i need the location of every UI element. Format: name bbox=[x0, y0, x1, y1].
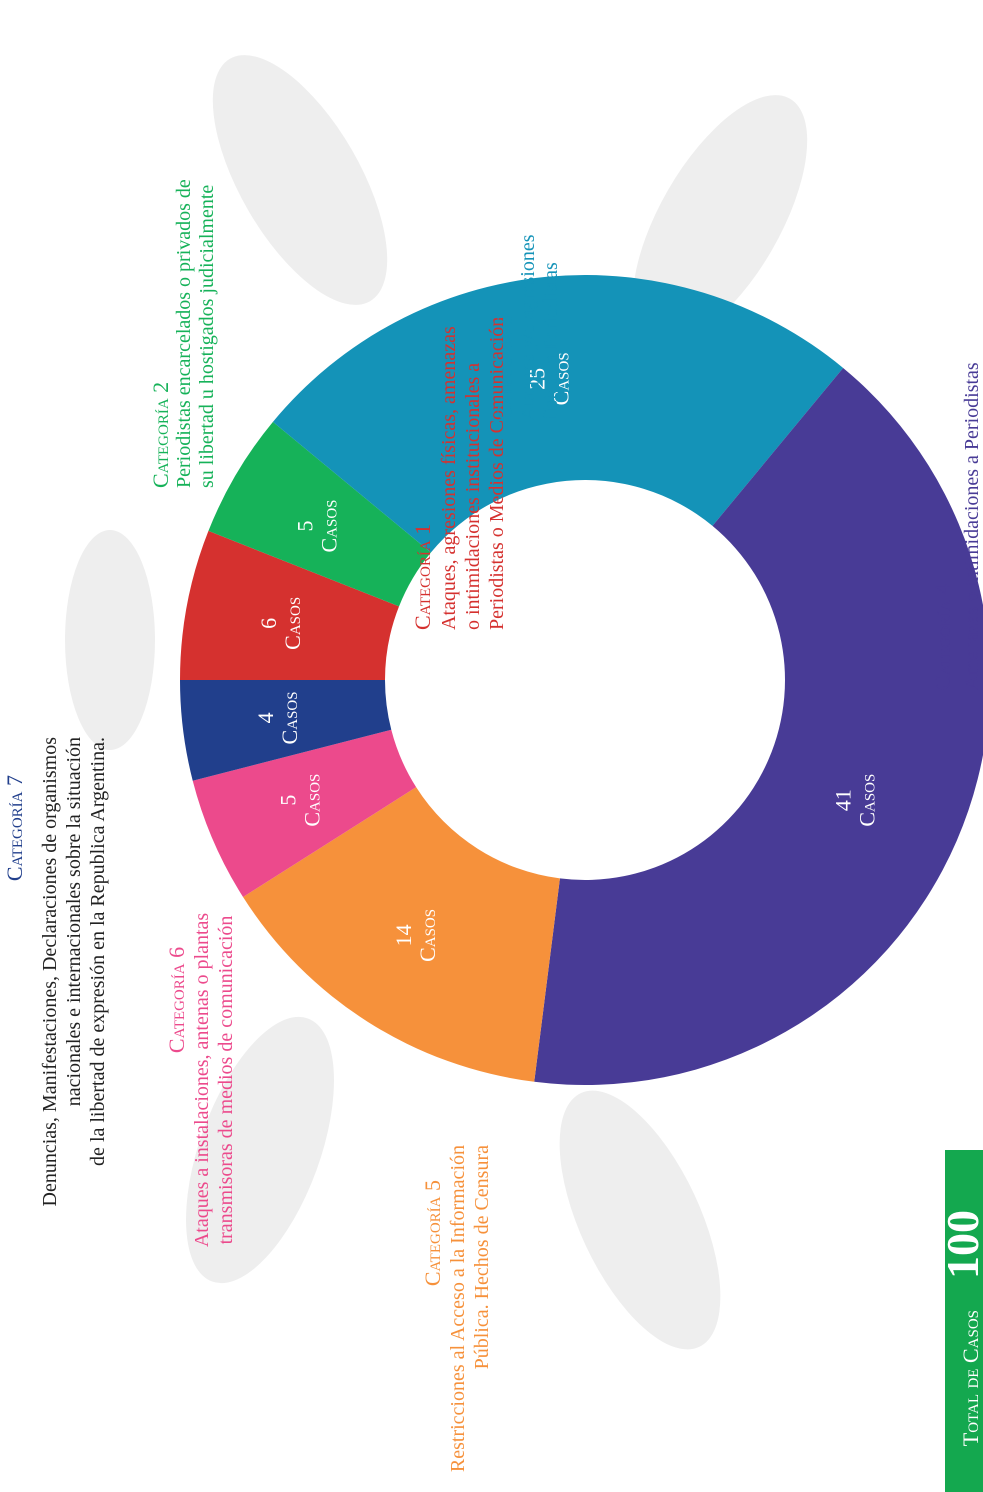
total-label: Total de Casos bbox=[958, 1310, 983, 1446]
category-heading: Categoría 1 bbox=[410, 524, 435, 630]
category-heading: Categoría 2 bbox=[148, 382, 173, 488]
category-heading: Categoría 4 bbox=[930, 584, 955, 690]
slice-unit-label: Casos bbox=[280, 597, 305, 650]
category-description: Ataques, agresiones físicas, amenazas bbox=[438, 326, 460, 630]
slice-unit-label: Casos bbox=[277, 691, 302, 744]
slice-value-label: 14 bbox=[391, 924, 416, 946]
category-description: Pública. Hechos de Censura bbox=[471, 1145, 493, 1370]
total-value: 100 bbox=[937, 1210, 983, 1279]
category-description: de la libertad de expresión en la Republ… bbox=[87, 737, 109, 1166]
slice-value-label: 4 bbox=[253, 712, 278, 723]
category-description: transmisoras de medios de comunicación bbox=[215, 916, 237, 1245]
category-description: Periodistas encarcelados o privados de bbox=[173, 179, 195, 488]
category-heading: Categoría 5 bbox=[420, 1180, 445, 1286]
category-description: Ataques a instalaciones, antenas o plant… bbox=[191, 913, 213, 1248]
category-description: Denuncias, Manifestaciones, Declaracione… bbox=[39, 737, 61, 1207]
decor-shape bbox=[526, 1068, 753, 1372]
slice-value-label: 5 bbox=[293, 521, 318, 532]
slice-unit-label: Casos bbox=[299, 774, 324, 827]
infographic: Total de Casos 100 6Casos5Casos25Casos41… bbox=[0, 0, 983, 1492]
slice-value-label: 41 bbox=[831, 789, 856, 811]
decor-shape bbox=[65, 530, 155, 750]
slice-unit-label: Casos bbox=[415, 909, 440, 962]
category-heading: Categoría 7 bbox=[2, 775, 27, 881]
category-description: Amenazas o intimidaciones a Periodistas bbox=[961, 362, 983, 690]
category-description: Ataques y/o agresiones bbox=[517, 234, 539, 420]
category-description: Restricciones al Acceso a la Información bbox=[447, 1145, 469, 1472]
category-description: su libertad u hostigados judicialmente bbox=[196, 185, 218, 488]
category-description: nacionales e internacionales sobre la si… bbox=[63, 737, 85, 1106]
slice-unit-label: Casos bbox=[317, 499, 342, 552]
category-heading: Categoría 6 bbox=[164, 947, 189, 1053]
slice-unit-label: Casos bbox=[855, 774, 880, 827]
category-heading: Categoría 3 bbox=[492, 314, 517, 420]
category-description: o intimidaciones institucionales a bbox=[462, 363, 484, 630]
slice-value-label: 6 bbox=[256, 618, 281, 629]
slice-value-label: 5 bbox=[275, 795, 300, 806]
category-description: físicas a Periodistas bbox=[540, 262, 562, 420]
